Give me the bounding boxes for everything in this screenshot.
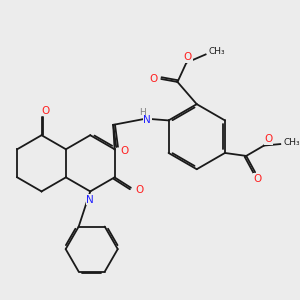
Text: O: O bbox=[264, 134, 272, 144]
Text: O: O bbox=[184, 52, 192, 62]
Text: CH₃: CH₃ bbox=[208, 47, 225, 56]
Text: O: O bbox=[120, 146, 129, 156]
Text: N: N bbox=[143, 116, 151, 125]
Text: O: O bbox=[41, 106, 49, 116]
Text: H: H bbox=[140, 108, 146, 117]
Text: O: O bbox=[253, 174, 262, 184]
Text: CH₃: CH₃ bbox=[283, 138, 300, 147]
Text: O: O bbox=[150, 74, 158, 84]
Text: O: O bbox=[135, 185, 143, 195]
Text: N: N bbox=[86, 195, 94, 205]
